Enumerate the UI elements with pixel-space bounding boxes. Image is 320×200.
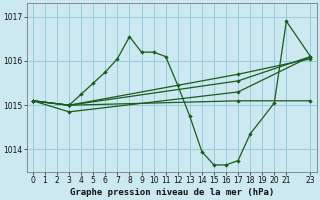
X-axis label: Graphe pression niveau de la mer (hPa): Graphe pression niveau de la mer (hPa) (69, 188, 274, 197)
